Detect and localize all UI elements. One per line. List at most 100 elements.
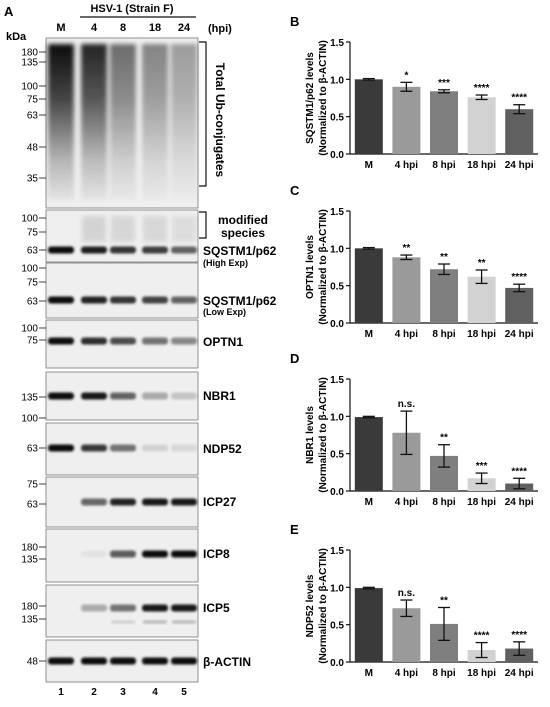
lane-number: 2	[91, 687, 97, 698]
x-tick-label: 24 hpi	[505, 497, 534, 508]
blot-strip-nbr1: 135 100 NBR1	[21, 371, 236, 425]
y-axis-label: SQSTM1/p62 levels	[305, 52, 316, 144]
significance-label: *	[404, 70, 408, 81]
blot-band	[110, 657, 136, 665]
lane-header: 24	[178, 22, 191, 34]
blot-band-faint	[172, 620, 196, 624]
y-tick-label: 1.5	[330, 38, 344, 49]
y-axis-label-2: (Normalized to β-ACTIN)	[318, 377, 329, 493]
blot-band	[81, 657, 107, 665]
blot-label-icp5: ICP5	[203, 601, 230, 615]
blot-label-ndp52: NDP52	[203, 442, 242, 456]
modified-species-smear	[111, 216, 135, 242]
blot-strip-actin: 48 β-ACTIN	[27, 639, 251, 683]
lane-number: 1	[58, 687, 64, 698]
mw-marker: 100	[21, 82, 38, 93]
blot-band	[142, 444, 168, 452]
bar	[392, 86, 421, 154]
y-tick-label: 0.0	[330, 150, 344, 161]
ub-smear-lane	[171, 44, 197, 200]
mw-marker: 100	[21, 324, 38, 335]
blot-band	[81, 604, 107, 612]
significance-label: ***	[438, 78, 450, 89]
x-tick-label: 8 hpi	[432, 668, 456, 679]
blot-band	[171, 444, 197, 452]
blot-band	[81, 246, 107, 254]
significance-label: **	[440, 252, 448, 263]
blot-band	[142, 246, 168, 254]
blot-band	[81, 337, 107, 345]
mw-marker: 100	[21, 414, 38, 425]
mw-marker: 135	[21, 58, 38, 69]
y-tick-label: 1.0	[330, 244, 344, 255]
ub-smear-lane	[110, 44, 136, 200]
y-axis-label: NBR1 levels	[305, 406, 316, 464]
blot-label-icp27: ICP27	[203, 495, 237, 509]
bar	[392, 608, 421, 662]
modified-species-smear	[143, 216, 167, 242]
x-tick-label: M	[365, 160, 373, 171]
blot-band	[142, 296, 168, 304]
x-tick-label: 24 hpi	[505, 160, 534, 171]
x-tick-label: 4 hpi	[395, 497, 419, 508]
blot-band	[171, 296, 197, 304]
blot-band	[110, 498, 136, 506]
bar	[430, 269, 458, 323]
lane-numbers: 1 2 3 4 5	[58, 687, 187, 698]
blot-band	[81, 498, 107, 506]
x-tick-label: 4 hpi	[395, 668, 419, 679]
x-tick-label: 24 hpi	[505, 668, 534, 679]
blot-band	[142, 498, 168, 506]
x-tick-label: 18 hpi	[467, 497, 496, 508]
blot-band	[81, 392, 107, 400]
ub-smear-lane	[48, 44, 74, 200]
mw-marker: 135	[21, 393, 38, 404]
blot-band	[142, 337, 168, 345]
x-tick-label: 8 hpi	[432, 160, 456, 171]
x-tick-label: 4 hpi	[395, 160, 419, 171]
bar	[354, 417, 383, 491]
blot-label-p62low: SQSTM1/p62	[203, 294, 277, 308]
mw-marker: 100	[21, 214, 38, 225]
significance-label: ****	[511, 630, 527, 641]
mw-marker: 63	[27, 500, 39, 511]
bracket-label-line: modified	[218, 213, 268, 227]
blot-label-nbr1: NBR1	[203, 389, 236, 403]
blot-label-total-ub: Total Ub-conjugates	[213, 63, 227, 178]
lane-header: 18	[149, 22, 161, 34]
blot-band-faint	[111, 620, 135, 624]
y-axis-label-2: (Normalized to β-ACTIN)	[318, 548, 329, 664]
y-tick-label: 0.5	[330, 621, 344, 632]
panel-label-c: C	[290, 183, 300, 198]
x-tick-label: 18 hpi	[467, 160, 496, 171]
bar	[354, 79, 383, 154]
blot-strip-icp27: 75 63 ICP27	[27, 476, 237, 528]
significance-label: **	[440, 595, 448, 606]
chart-panel-C: C 0.0 0.5 1.0 1.5 OPTN1 levels (Normalized to …	[290, 183, 538, 340]
y-tick-label: 1.0	[330, 583, 344, 594]
lane-number: 5	[181, 687, 187, 698]
panel-label-d: D	[290, 351, 299, 366]
blot-band	[48, 392, 74, 400]
blot-band	[110, 444, 136, 452]
y-tick-label: 0.5	[330, 113, 344, 124]
blot-band	[171, 498, 197, 506]
blot-band	[48, 337, 74, 345]
mw-marker: 75	[27, 95, 39, 106]
mw-marker: 63	[27, 444, 39, 455]
y-axis-label: NDP52 levels	[305, 574, 316, 637]
blot-band	[110, 246, 136, 254]
blot-band	[81, 296, 107, 304]
blot-band	[48, 246, 74, 254]
blot-band	[142, 392, 168, 400]
x-tick-label: 8 hpi	[432, 497, 456, 508]
ub-smear-lane	[81, 44, 107, 200]
y-tick-label: 1.5	[330, 207, 344, 218]
mw-marker: 180	[21, 602, 38, 613]
x-tick-label: M	[365, 668, 373, 679]
y-tick-label: 1.5	[330, 375, 344, 386]
blot-band	[110, 337, 136, 345]
panel-label-a: A	[4, 4, 14, 19]
